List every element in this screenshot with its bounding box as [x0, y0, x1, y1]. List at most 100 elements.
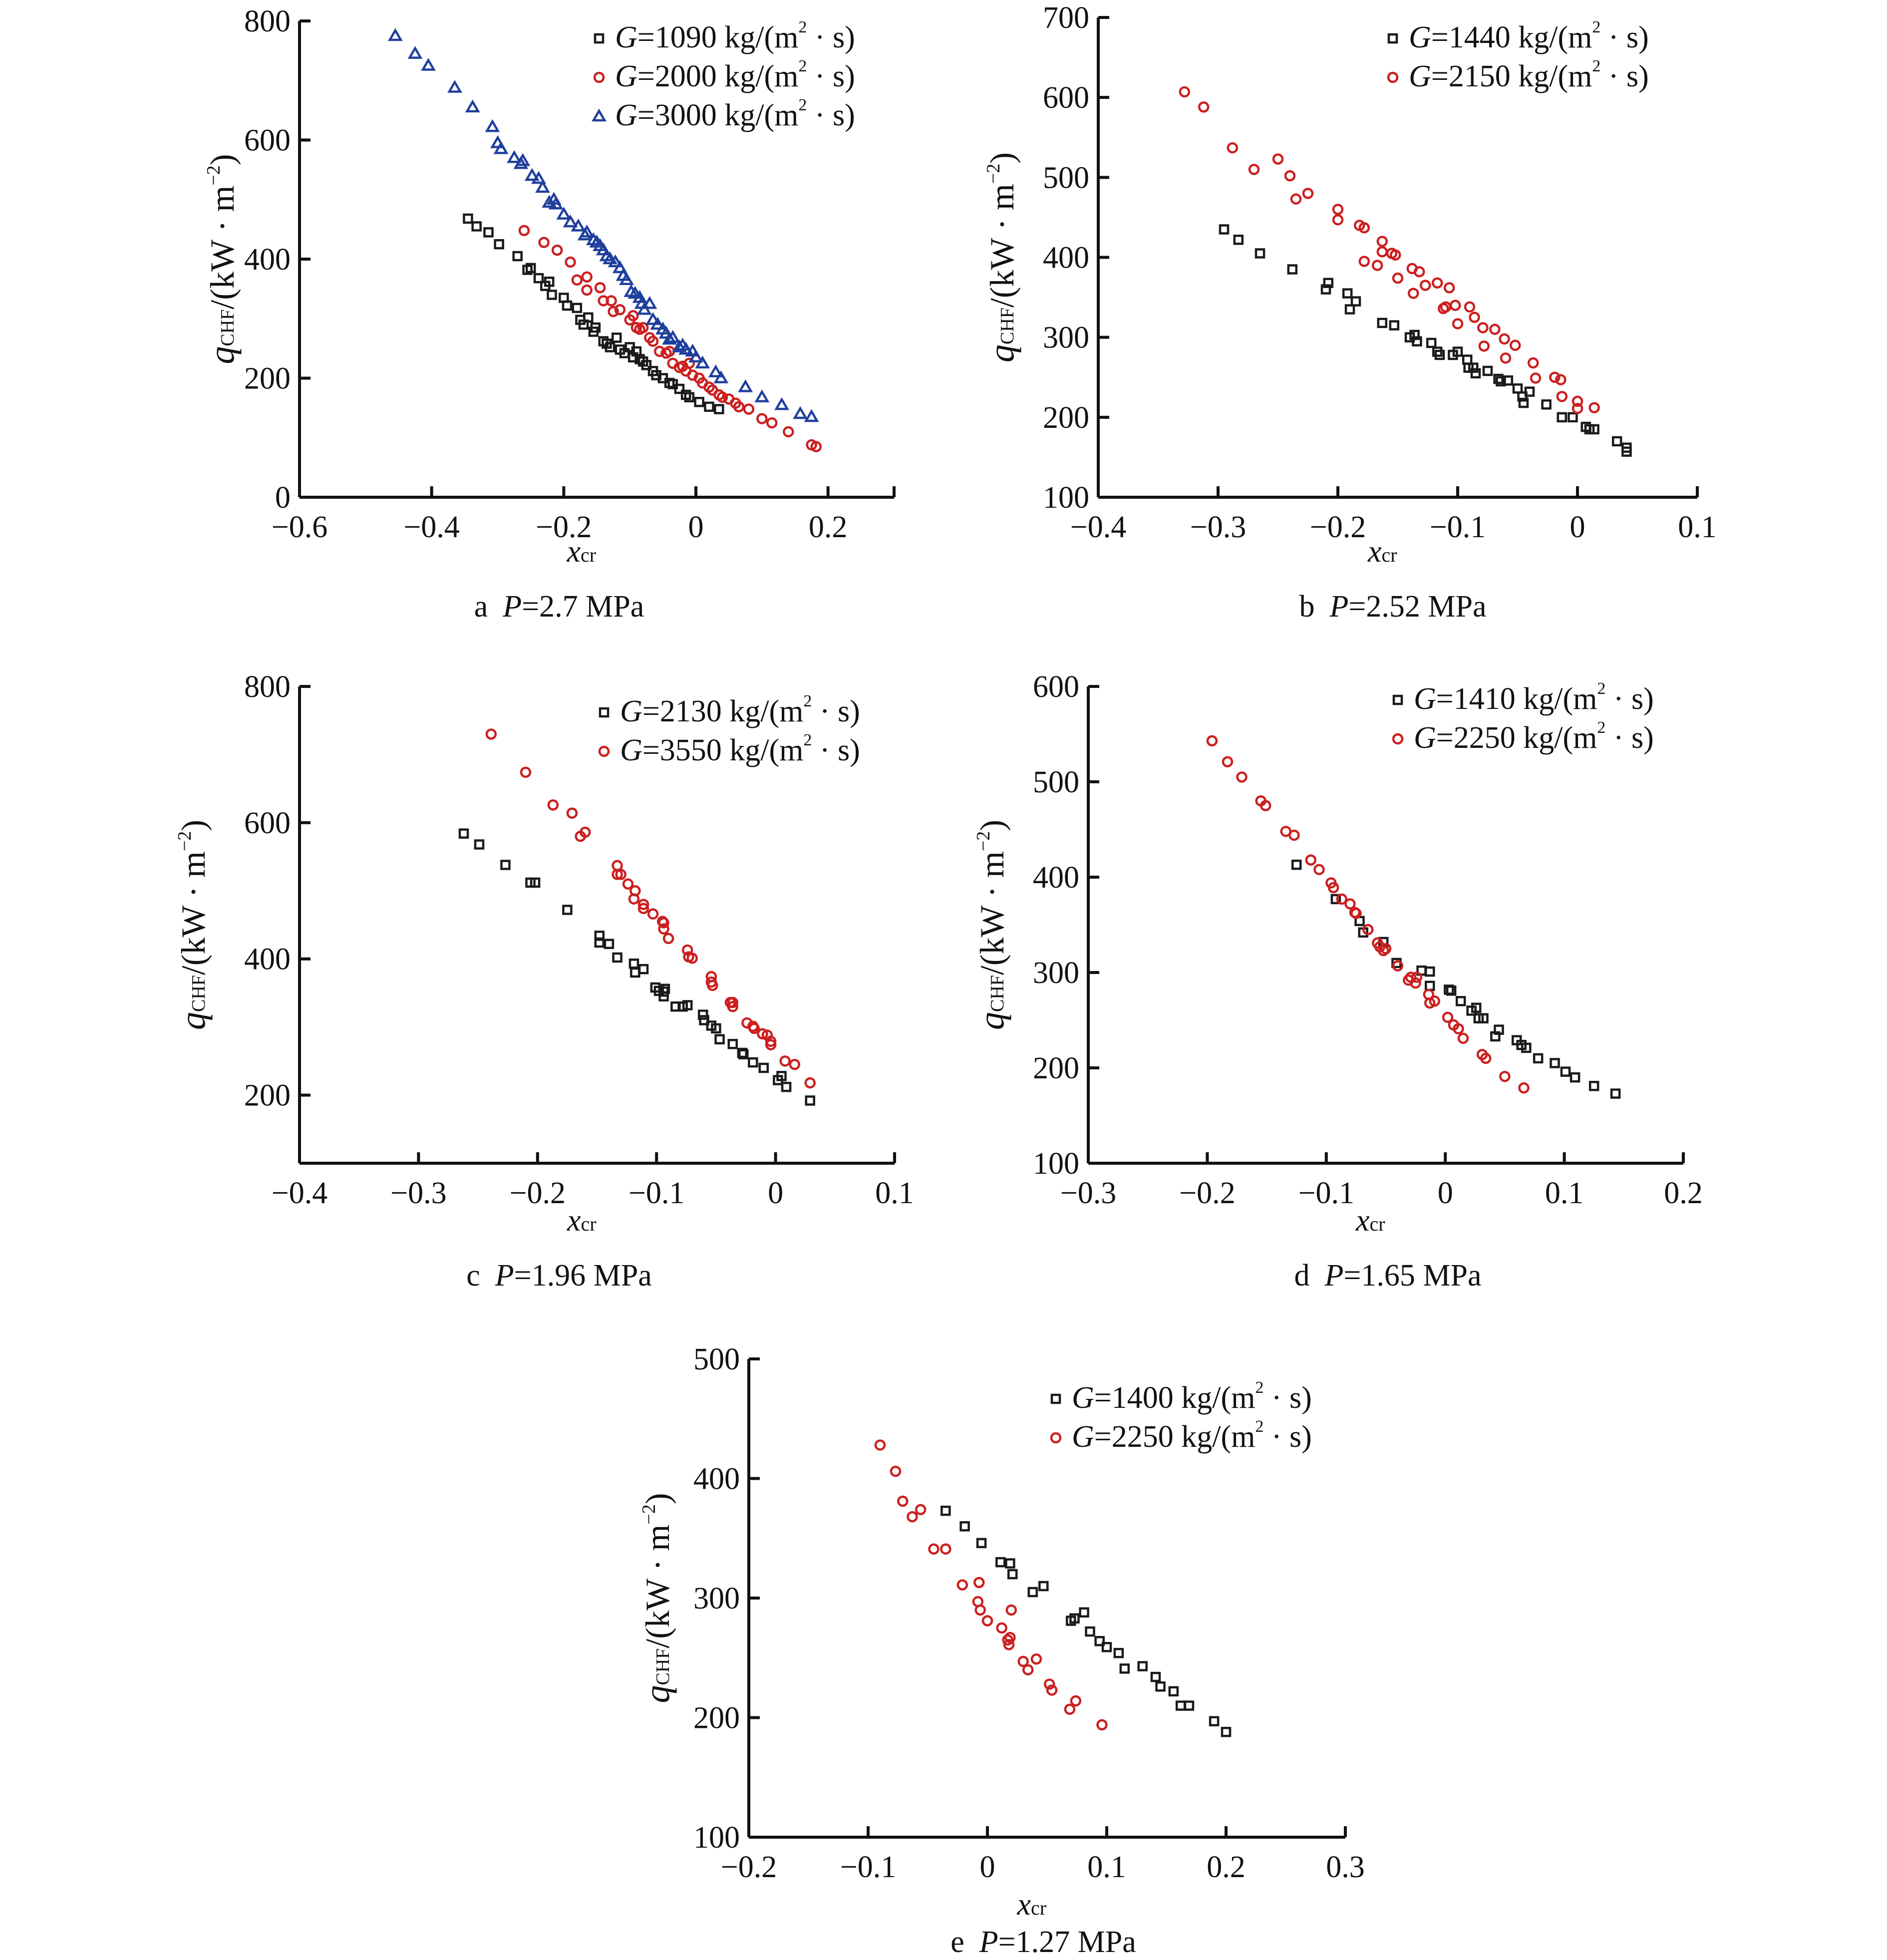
- data-point: [485, 119, 500, 132]
- data-point: [465, 99, 480, 113]
- legend-label-exp: 2: [1255, 1417, 1263, 1436]
- y-axis-label-main: q: [971, 1012, 1011, 1030]
- y-tick-label: 600: [244, 124, 291, 158]
- legend-label: G=2000 kg/(m2 · s): [615, 57, 855, 93]
- data-point: [1004, 1632, 1016, 1643]
- y-axis-label-exp: −2: [973, 831, 994, 851]
- data-point: [1452, 318, 1464, 329]
- data-point: [1070, 1695, 1082, 1707]
- x-tick-label: 0.1: [1545, 1176, 1584, 1210]
- data-point: [1175, 1700, 1186, 1711]
- data-point: [1255, 248, 1265, 259]
- data-point: [524, 168, 540, 181]
- data-point: [483, 227, 494, 238]
- data-point: [647, 908, 659, 920]
- data-point: [628, 893, 640, 905]
- panel-c: 200 400 600 800 −0.4 −0.3 −0.2 −0.1 0 0.1 xcr qCHF/…: [173, 670, 914, 1293]
- series-square: [941, 1505, 1232, 1737]
- legend-label-var: G: [1414, 682, 1436, 716]
- x-tick-label: 0.1: [1087, 1850, 1126, 1884]
- data-point: [694, 396, 704, 407]
- data-point: [1610, 1088, 1621, 1099]
- panel-caption-letter: c: [466, 1259, 480, 1293]
- legend-item: G=3000 kg/(m2 · s): [592, 96, 855, 132]
- legend-label-exp: 2: [1597, 679, 1605, 698]
- data-point: [683, 357, 695, 369]
- data-point: [1044, 1678, 1055, 1690]
- data-point: [520, 766, 532, 778]
- y-tick-label: 400: [244, 943, 291, 977]
- legend-label-exp: 2: [1592, 57, 1600, 75]
- data-point: [1509, 339, 1521, 351]
- data-point: [1464, 301, 1476, 313]
- y-axis-label-exp: −2: [638, 1504, 659, 1524]
- data-point: [1503, 375, 1514, 386]
- data-point: [544, 277, 555, 287]
- data-point: [1017, 1655, 1029, 1667]
- data-point: [608, 306, 619, 318]
- data-point: [996, 1622, 1007, 1634]
- data-point: [571, 274, 583, 286]
- legend-label-tail: · s): [1605, 721, 1653, 755]
- data-point: [804, 409, 819, 422]
- data-point: [1419, 280, 1431, 291]
- data-point: [1155, 1681, 1166, 1692]
- data-point: [1209, 1716, 1220, 1726]
- data-point: [542, 195, 557, 208]
- data-point: [1541, 399, 1552, 410]
- y-tick-label: 100: [693, 1821, 740, 1855]
- x-tick-label: −0.1: [840, 1850, 896, 1884]
- y-axis-label-sub: CHF: [217, 310, 238, 346]
- data-point: [779, 1055, 791, 1067]
- legend-label: G=2130 kg/(m2 · s): [620, 692, 860, 728]
- data-point: [708, 364, 723, 377]
- legend-label-var: G: [615, 98, 637, 132]
- data-point: [1518, 1082, 1530, 1094]
- y-axis-label-exp: −2: [983, 164, 1004, 184]
- data-point: [959, 1521, 970, 1532]
- data-point: [928, 1543, 940, 1555]
- data-point: [615, 869, 627, 880]
- legend-label-exp: 2: [798, 57, 807, 75]
- data-point: [1302, 188, 1314, 199]
- data-point: [1168, 1686, 1179, 1697]
- data-point: [606, 295, 617, 307]
- data-point: [738, 379, 753, 392]
- x-axis-label-sub: cr: [1370, 1213, 1385, 1235]
- legend-label: G=2250 kg/(m2 · s): [1072, 1417, 1312, 1454]
- y-tick-label: 400: [244, 243, 291, 277]
- data-point: [995, 1557, 1006, 1568]
- legend-label-var: G: [620, 733, 642, 767]
- data-point: [1101, 1641, 1112, 1652]
- x-tick-label: −0.2: [721, 1850, 777, 1884]
- data-point: [611, 332, 622, 343]
- data-point: [1198, 101, 1210, 113]
- data-point: [551, 244, 563, 256]
- data-point: [711, 1023, 721, 1034]
- data-point: [756, 413, 768, 424]
- data-point: [737, 1047, 748, 1058]
- data-point: [748, 1022, 760, 1034]
- data-point: [1570, 1072, 1580, 1083]
- series-circle: [485, 728, 816, 1089]
- data-point: [1500, 352, 1512, 364]
- data-point: [674, 383, 685, 394]
- panel-d: 100 200 300 400 500 600 −0.3 −0.2 −0.1 0 0.1 0.2 xcr…: [971, 670, 1703, 1293]
- data-point: [1350, 908, 1362, 919]
- data-point: [1221, 1726, 1232, 1737]
- data-point: [1206, 735, 1218, 747]
- panel-caption: c P=1.96 MPa: [466, 1259, 652, 1293]
- data-point: [1480, 1052, 1492, 1064]
- data-point: [1377, 945, 1389, 957]
- data-point: [659, 983, 670, 994]
- legend-label-var: G: [615, 20, 637, 54]
- data-point: [1320, 284, 1331, 295]
- data-point: [1005, 1604, 1017, 1616]
- data-point: [1518, 397, 1529, 408]
- data-point: [594, 282, 606, 294]
- data-point: [1470, 368, 1481, 378]
- x-axis-label-sub: cr: [1031, 1897, 1046, 1919]
- data-point: [636, 302, 652, 315]
- data-point: [754, 389, 770, 402]
- y-axis-label-exp: −2: [174, 831, 195, 851]
